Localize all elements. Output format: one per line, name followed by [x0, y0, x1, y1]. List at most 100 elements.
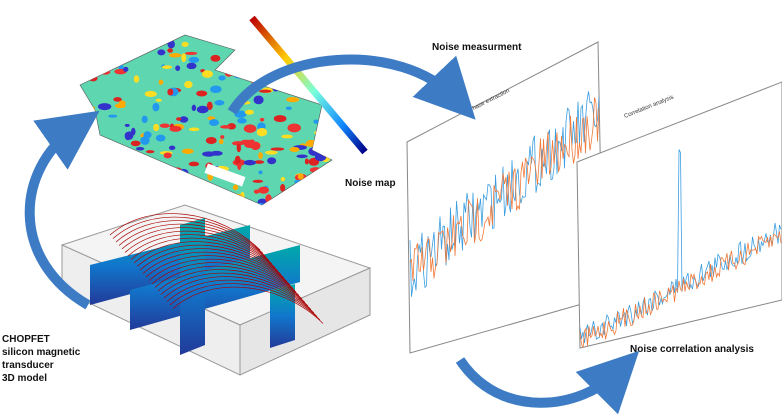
noise-blob [287, 123, 301, 133]
noise-blob [153, 123, 160, 132]
noise-blob [168, 53, 182, 58]
noise-blob [314, 153, 327, 162]
noise-blob [273, 115, 287, 123]
field-line [142, 251, 294, 289]
noise-blob [116, 159, 124, 167]
noise-blob [243, 124, 257, 133]
noise-blob [136, 158, 150, 164]
noise-blob [181, 148, 194, 154]
noise-blob [81, 127, 96, 131]
noise-blob [281, 204, 292, 205]
noise-blob [118, 65, 124, 71]
noise-blob [80, 66, 90, 76]
noise-blob [163, 152, 172, 159]
noise-blob [214, 187, 220, 192]
noise-blob [130, 140, 141, 147]
noise-blob [280, 176, 286, 182]
noise-blob [206, 101, 213, 111]
colorbar [249, 15, 368, 155]
noise-blob [284, 36, 294, 43]
noise-blob [85, 105, 96, 110]
field-line [148, 258, 300, 296]
noise-blob [258, 89, 272, 93]
noise-blob [270, 147, 285, 151]
noise-blob [140, 136, 150, 145]
signal-line [409, 97, 600, 282]
noise-blob [116, 178, 127, 187]
field-line [139, 248, 291, 286]
noise-blob [253, 95, 264, 105]
noise-blob [242, 59, 257, 68]
field-line [160, 272, 312, 310]
noise-blob [191, 181, 202, 189]
noise-blob [259, 117, 265, 122]
noise-blob [297, 173, 304, 180]
noise-blob [133, 75, 140, 83]
noise-blob [159, 123, 170, 128]
noise-blob [214, 100, 225, 106]
noise-blob [209, 119, 219, 126]
field-line [169, 283, 321, 321]
noise-blob [108, 114, 118, 118]
noise-blob [258, 170, 263, 175]
noise-blob [175, 65, 181, 71]
noise-blob [89, 150, 98, 159]
noise-map-label: Noise map [345, 178, 396, 189]
noise-blob [167, 88, 174, 96]
noise-blob [243, 159, 257, 166]
noise-blob [167, 48, 173, 53]
noise-blob [123, 157, 133, 167]
noise-blob [201, 191, 212, 201]
noise-blob [304, 196, 314, 205]
noise-blob [196, 90, 208, 97]
noise-blob [291, 54, 306, 61]
noise-blob [124, 123, 130, 127]
noise-blob [123, 66, 129, 72]
noise-blob [292, 188, 304, 195]
noise-blob [234, 155, 241, 165]
noise-blob [319, 200, 325, 204]
panel-title: Correlation analysis [624, 95, 675, 120]
noise-blob [265, 150, 278, 155]
field-line [166, 279, 318, 317]
noise-blob [191, 104, 197, 112]
model-label: CHOPFET silicon magnetic transducer 3D m… [2, 334, 81, 384]
field-line [115, 220, 267, 258]
noise-blob [173, 169, 186, 177]
noise-blob [218, 75, 226, 81]
noise-blob [128, 38, 137, 42]
field-line [133, 241, 285, 279]
noise-blob [295, 44, 306, 51]
noise-blob [188, 56, 200, 63]
noise-blob [224, 199, 232, 203]
noise-blob [188, 127, 200, 132]
noise-blob [319, 45, 332, 51]
noise-blob [296, 154, 308, 159]
noise-blob [280, 184, 286, 192]
noise-blob [99, 69, 111, 75]
noise-blob [98, 38, 108, 43]
noise-blob [155, 98, 162, 102]
field-line [145, 255, 297, 293]
noise-blob [142, 35, 155, 41]
noise-blob [210, 85, 222, 94]
noise-blob [312, 172, 318, 179]
noise-blob [179, 116, 189, 123]
noise-blob [321, 129, 332, 135]
noise-blob [138, 185, 151, 193]
noise-blob [220, 125, 232, 129]
label-line: silicon magnetic [2, 347, 81, 358]
noise-blob [265, 194, 272, 203]
noise-blob [320, 170, 331, 178]
noise-blob [152, 102, 160, 112]
noise-blob [181, 53, 187, 63]
noise-blob [176, 117, 182, 121]
noise-blob [106, 152, 120, 156]
noise-blob [292, 204, 307, 205]
noise-blob [232, 184, 239, 191]
noise-blob [80, 136, 90, 141]
noise-blob [306, 72, 317, 76]
noise-blob [113, 97, 122, 102]
noise-blob [210, 54, 221, 62]
noise-blob [123, 176, 131, 186]
